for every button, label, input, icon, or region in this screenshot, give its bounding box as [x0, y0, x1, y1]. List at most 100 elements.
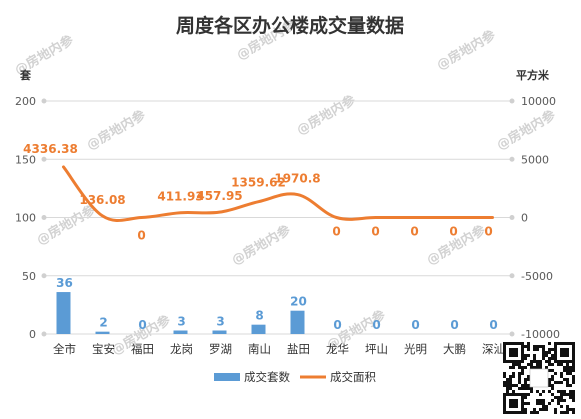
category-labels: 全市 宝安 福田 龙岗 罗湖 南山 盐田 龙华 坪山 光明 大鹏 深汕: [53, 342, 505, 356]
qr-module: [539, 363, 542, 366]
qr-module: [527, 342, 530, 345]
qr-module: [542, 408, 545, 411]
qr-module: [533, 366, 536, 369]
bar-value-label: 0: [489, 318, 497, 332]
qr-module: [542, 357, 545, 360]
qr-module: [572, 390, 575, 393]
grid-end-marker: [509, 331, 515, 337]
qr-module: [569, 390, 572, 393]
qr-module: [572, 366, 575, 369]
right-tick-label: 5000: [521, 153, 549, 166]
qr-module: [539, 366, 542, 369]
qr-module: [566, 411, 569, 414]
qr-finder: [509, 348, 518, 357]
qr-module: [521, 387, 524, 390]
qr-module: [518, 387, 521, 390]
qr-module: [521, 372, 524, 375]
qr-module: [551, 393, 554, 396]
qr-module: [557, 396, 560, 399]
left-tick-label: 0: [29, 328, 36, 341]
qr-module: [518, 381, 521, 384]
qr-code-image: [503, 342, 575, 414]
qr-module: [542, 351, 545, 354]
qr-module: [554, 381, 557, 384]
qr-module: [518, 375, 521, 378]
qr-module: [536, 366, 539, 369]
bar: [251, 324, 266, 334]
left-tick-label: 50: [22, 270, 36, 283]
qr-module: [566, 384, 569, 387]
category-label: 福田: [131, 342, 154, 356]
qr-module: [560, 405, 563, 408]
grid-end-marker: [41, 156, 47, 162]
category-label: 深汕: [482, 342, 505, 356]
line-value-label: 1359.62: [231, 176, 286, 190]
line-value-label: 4336.38: [23, 142, 78, 156]
qr-module: [536, 411, 539, 414]
category-label: 宝安: [92, 342, 115, 356]
qr-module: [548, 351, 551, 354]
qr-module: [539, 408, 542, 411]
qr-module: [560, 393, 563, 396]
category-label: 全市: [53, 342, 76, 356]
bar: [173, 330, 188, 334]
qr-module: [572, 378, 575, 381]
qr-module: [542, 345, 545, 348]
watermark-text: @房地内参: [34, 202, 99, 249]
qr-module: [566, 393, 569, 396]
qr-module: [524, 354, 527, 357]
qr-module: [560, 390, 563, 393]
qr-module: [506, 378, 509, 381]
bar-value-label: 8: [255, 309, 263, 323]
bar-value-label: 0: [372, 318, 380, 332]
qr-module: [551, 399, 554, 402]
left-axis-ticks: 0 50 100 150 200: [15, 95, 36, 341]
qr-module: [524, 393, 527, 396]
qr-module: [557, 399, 560, 402]
qr-module: [557, 390, 560, 393]
qr-module: [524, 396, 527, 399]
qr-module: [509, 381, 512, 384]
bar-value-label: 0: [411, 318, 419, 332]
qr-module: [563, 369, 566, 372]
bar-value-label: 0: [450, 318, 458, 332]
bar: [212, 330, 227, 334]
category-label: 大鹏: [443, 342, 466, 356]
chart-title: 周度各区办公楼成交量数据: [176, 14, 404, 37]
gridlines: [41, 98, 515, 337]
qr-module: [560, 363, 563, 366]
qr-module: [551, 369, 554, 372]
qr-module: [527, 378, 530, 381]
qr-finder: [560, 348, 569, 357]
qr-module: [515, 384, 518, 387]
qr-module: [503, 375, 506, 378]
qr-module: [530, 360, 533, 363]
qr-module: [503, 372, 506, 375]
qr-module: [548, 390, 551, 393]
bar: [56, 292, 71, 334]
qr-module: [566, 372, 569, 375]
qr-module: [518, 378, 521, 381]
qr-module: [518, 372, 521, 375]
qr-module: [548, 342, 551, 345]
qr-module: [530, 363, 533, 366]
qr-module: [548, 357, 551, 360]
bar-value-label: 2: [99, 316, 107, 330]
bar-value-label: 20: [290, 295, 307, 309]
qr-logo: [529, 368, 549, 388]
qr-module: [551, 387, 554, 390]
qr-module: [548, 384, 551, 387]
qr-module: [527, 363, 530, 366]
qr-module: [560, 411, 563, 414]
qr-module: [536, 399, 539, 402]
qr-module: [533, 348, 536, 351]
grid-end-marker: [41, 98, 47, 104]
qr-module: [533, 360, 536, 363]
right-axis-ticks: -10000 -5000 0 5000 10000: [521, 95, 560, 341]
line-value-label: 411.93: [157, 190, 203, 204]
qr-module: [542, 348, 545, 351]
qr-finder: [509, 399, 518, 408]
qr-module: [509, 384, 512, 387]
line-value-label: 0: [371, 225, 379, 239]
